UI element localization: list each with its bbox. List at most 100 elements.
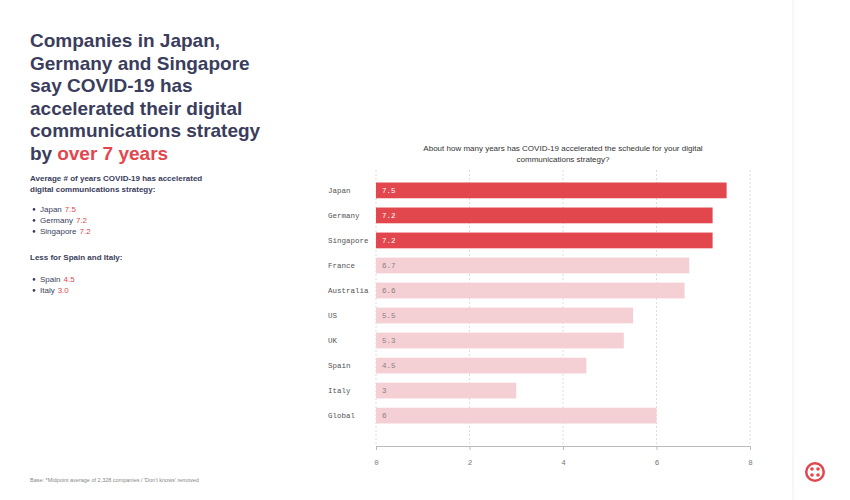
x-tick-label: 0 xyxy=(374,459,379,467)
bullet-value: 7.2 xyxy=(76,216,88,225)
logo-dot xyxy=(816,473,820,477)
summary-heading: digital communications strategy: xyxy=(30,185,155,194)
logo xyxy=(805,462,825,482)
chart-title-line: About how many years has COVID-19 accele… xyxy=(423,144,702,153)
category-label: Singapore xyxy=(328,237,369,245)
data-label: 5.3 xyxy=(382,337,396,345)
x-tick: 6 xyxy=(655,446,660,467)
bar xyxy=(376,183,727,199)
bars xyxy=(376,183,727,424)
bullet-item: Italy3.0 xyxy=(40,286,69,295)
x-tick: 0 xyxy=(374,446,379,467)
bar xyxy=(376,258,689,274)
headline-text: by xyxy=(30,143,53,164)
category-label: Italy xyxy=(328,387,351,395)
bullet-value: 3.0 xyxy=(58,286,70,295)
data-label: 5.5 xyxy=(382,312,396,320)
bar xyxy=(376,333,624,349)
headline-line: Germany and Singapore xyxy=(30,53,250,74)
x-tick-mark xyxy=(376,446,377,450)
chart-title-line: communications strategy? xyxy=(517,155,610,164)
y-tick: Spain xyxy=(328,362,376,370)
y-axis-line xyxy=(376,176,377,432)
bullet-value: 7.2 xyxy=(79,227,91,236)
y-tick: Australia xyxy=(328,287,376,295)
data-label: 6.6 xyxy=(382,287,396,295)
category-label: Spain xyxy=(328,362,351,370)
x-tick: 2 xyxy=(468,446,473,467)
bullet-label: Singapore xyxy=(40,227,77,236)
bullet-label: Japan xyxy=(40,205,62,214)
y-tick: Global xyxy=(328,412,376,420)
y-tick: US xyxy=(328,312,376,320)
bullet-label: Spain xyxy=(40,275,60,284)
x-tick-mark xyxy=(470,446,471,450)
bullet-item: Japan7.5 xyxy=(40,205,76,214)
headline: Companies in Japan,Germany and Singapore… xyxy=(30,30,261,164)
y-axis: Japan Germany Singapore France Australia US UK… xyxy=(328,176,377,432)
grid-line xyxy=(750,170,751,446)
headline-line: accelerated their digital xyxy=(30,98,242,119)
logo-dot xyxy=(816,467,820,471)
page: Companies in Japan,Germany and Singapore… xyxy=(0,0,850,500)
chart-title: About how many years has COVID-19 accele… xyxy=(423,144,702,164)
footnote: Base: *Midpoint average of 2,328 compani… xyxy=(30,477,199,483)
category-label: Global xyxy=(328,412,356,420)
bullet-item: Singapore7.2 xyxy=(40,227,91,236)
chart: About how many years has COVID-19 accele… xyxy=(328,144,753,467)
headline-line: byover 7 years xyxy=(30,143,168,164)
x-tick-label: 4 xyxy=(561,459,566,467)
x-tick-mark xyxy=(750,446,751,450)
category-label: UK xyxy=(328,337,338,345)
bullet-item: Spain4.5 xyxy=(40,275,75,284)
bullet xyxy=(33,219,36,222)
x-axis: 0 2 4 6 8 xyxy=(374,446,753,467)
y-tick: Singapore xyxy=(328,237,376,245)
data-labels: 7.57.27.26.76.65.55.34.536 xyxy=(382,187,396,420)
x-tick: 8 xyxy=(748,446,753,467)
bar xyxy=(376,233,713,249)
category-label: Australia xyxy=(328,287,369,295)
x-tick-label: 6 xyxy=(655,459,660,467)
x-tick: 4 xyxy=(561,446,566,467)
bar xyxy=(376,408,657,424)
bar xyxy=(376,308,633,324)
bar xyxy=(376,208,713,224)
x-tick-mark xyxy=(657,446,658,450)
headline-line: Companies in Japan, xyxy=(30,30,220,51)
data-label: 7.2 xyxy=(382,212,396,220)
data-label: 4.5 xyxy=(382,362,396,370)
headline-line: say COVID-19 has xyxy=(30,75,193,96)
bullet-item: Germany7.2 xyxy=(40,216,88,225)
summary-heading: Average # of years COVID-19 has accelera… xyxy=(30,174,202,183)
y-tick: Japan xyxy=(328,187,376,195)
logo-inner xyxy=(808,465,823,480)
bullet-label: Germany xyxy=(40,216,73,225)
data-label: 6.7 xyxy=(382,262,396,270)
page-border xyxy=(793,0,794,500)
bullet-value: 7.5 xyxy=(65,205,77,214)
summary: Average # of years COVID-19 has accelera… xyxy=(30,174,202,295)
category-label: US xyxy=(328,312,338,320)
bar xyxy=(376,358,586,374)
bullet xyxy=(33,278,36,281)
bullet-label: Italy xyxy=(40,286,55,295)
grid xyxy=(376,170,750,446)
category-label: France xyxy=(328,262,355,270)
logo-dot xyxy=(810,473,814,477)
headline-highlight: over 7 years xyxy=(57,143,168,164)
data-label: 7.5 xyxy=(382,187,396,195)
x-axis-line xyxy=(377,447,751,451)
y-tick: UK xyxy=(328,337,376,345)
bar xyxy=(376,283,685,299)
bar xyxy=(376,383,516,399)
headline-line: communications strategy xyxy=(30,120,261,141)
x-tick-label: 8 xyxy=(748,459,753,467)
logo-dot xyxy=(810,467,814,471)
bullet xyxy=(33,289,36,292)
x-tick-label: 2 xyxy=(468,459,473,467)
y-tick: Italy xyxy=(328,387,376,395)
category-label: Japan xyxy=(328,187,351,195)
bullet-value: 4.5 xyxy=(63,275,75,284)
category-label: Germany xyxy=(328,212,360,220)
